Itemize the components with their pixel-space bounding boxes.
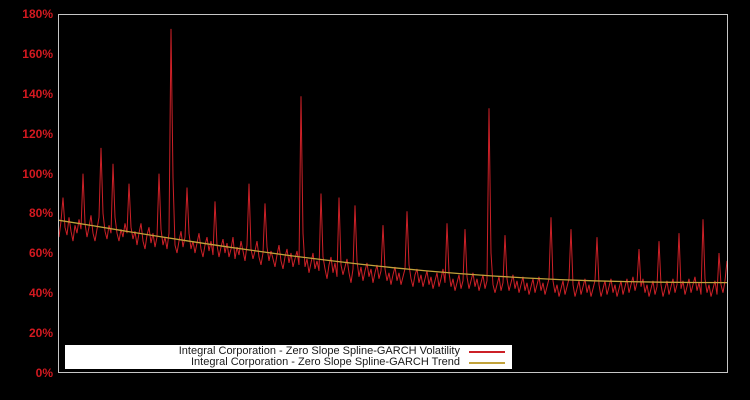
trend-line-series xyxy=(59,219,727,284)
y-axis-tick-label: 60% xyxy=(28,246,53,261)
y-axis-tick-label: 120% xyxy=(22,126,53,141)
y-axis-tick-label: 20% xyxy=(28,326,53,341)
legend-label-trend: Integral Corporation - Zero Slope Spline… xyxy=(190,356,460,368)
plot-area xyxy=(58,14,728,373)
legend-entry-volatility: Integral Corporation - Zero Slope Spline… xyxy=(69,346,505,357)
legend-entry-trend: Integral Corporation - Zero Slope Spline… xyxy=(69,357,505,368)
volatility-line-series xyxy=(59,28,727,297)
legend-label-volatility: Integral Corporation - Zero Slope Spline… xyxy=(178,345,460,357)
y-axis-tick-label: 80% xyxy=(28,206,53,221)
y-axis-tick-label: 0% xyxy=(35,366,53,380)
legend-line-sample-trend xyxy=(469,361,505,364)
legend: Integral Corporation - Zero Slope Spline… xyxy=(65,345,512,369)
y-axis-tick-label: 140% xyxy=(22,86,53,101)
y-axis-tick-label: 160% xyxy=(22,46,53,61)
y-axis-tick-label: 100% xyxy=(22,166,53,181)
chart-canvas xyxy=(59,28,727,297)
y-axis-tick-label: 180% xyxy=(22,7,53,21)
y-axis-tick-label: 40% xyxy=(28,286,53,301)
legend-line-sample-volatility xyxy=(469,350,505,353)
